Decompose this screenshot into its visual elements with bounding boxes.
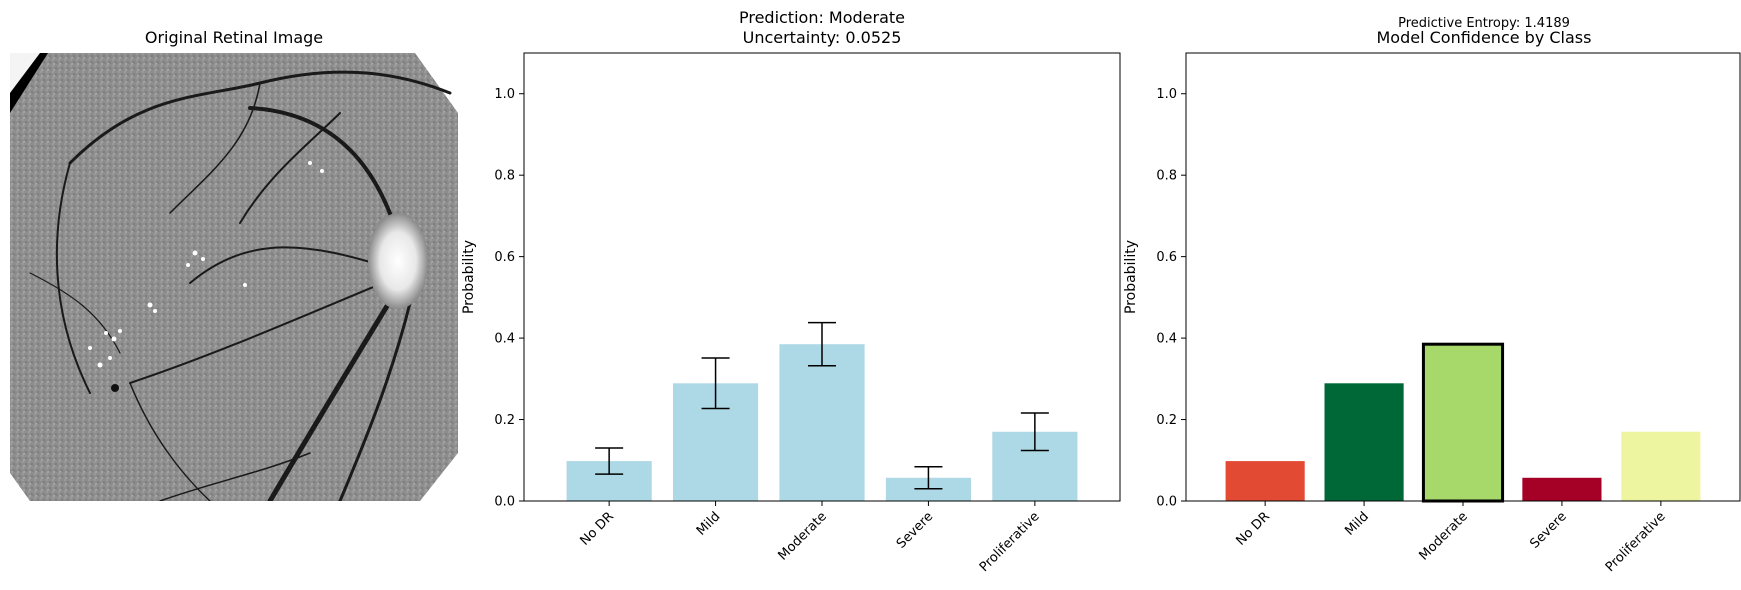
chart2-x-tick-label: No DR	[1233, 509, 1272, 548]
chart2-x-tick-label: Proliferative	[1603, 509, 1669, 575]
chart1-bar-moderate	[779, 344, 865, 501]
chart2-y-axis-label: Probability	[1123, 240, 1139, 314]
chart2-y-tick-label: 0.8	[1156, 169, 1177, 184]
chart2-y-tick-label: 0.0	[1156, 495, 1177, 510]
chart1-y-tick-label: 0.0	[494, 495, 515, 510]
chart2-x-tick-label: Severe	[1527, 509, 1569, 551]
chart1-y-axis-label: Probability	[461, 240, 477, 314]
chart1-y-tick-label: 0.6	[494, 250, 515, 265]
chart1-x-tick-label: Mild	[694, 509, 723, 538]
chart1-y-tick-label: 0.2	[494, 413, 515, 428]
chart-1-subtitle: Uncertainty: 0.0525	[742, 28, 902, 47]
chart-2-annotation: Predictive Entropy: 1.4189	[1398, 16, 1570, 31]
chart2-bar-proliferative	[1621, 431, 1701, 501]
chart2-y-tick-label: 0.2	[1156, 413, 1177, 428]
image-panel-title: Original Retinal Image	[144, 28, 324, 47]
chart-1-title: Prediction: Moderate	[738, 8, 906, 27]
chart2-y-tick-label: 1.0	[1156, 87, 1177, 102]
chart2-x-tick-label: Moderate	[1417, 509, 1471, 563]
chart-2-title: Model Confidence by Class	[1376, 28, 1592, 47]
chart2-y-tick-label: 0.4	[1156, 332, 1177, 347]
chart1-y-tick-label: 1.0	[494, 87, 515, 102]
chart1-x-tick-label: Severe	[894, 509, 936, 551]
chart1-x-tick-label: No DR	[577, 509, 616, 548]
chart2-x-tick-label: Mild	[1342, 509, 1371, 538]
chart2-bar-no-dr	[1225, 461, 1305, 501]
retinal-image	[10, 53, 458, 501]
chart2-bar-mild	[1324, 383, 1404, 501]
chart2-bar-severe	[1522, 477, 1602, 501]
chart1-y-tick-label: 0.4	[494, 332, 515, 347]
chart2-y-tick-label: 0.6	[1156, 250, 1177, 265]
chart1-x-tick-label: Moderate	[776, 509, 830, 563]
chart2-bar-moderate	[1421, 342, 1505, 503]
chart1-x-tick-label: Proliferative	[977, 509, 1043, 575]
chart1-y-tick-label: 0.8	[494, 169, 515, 184]
